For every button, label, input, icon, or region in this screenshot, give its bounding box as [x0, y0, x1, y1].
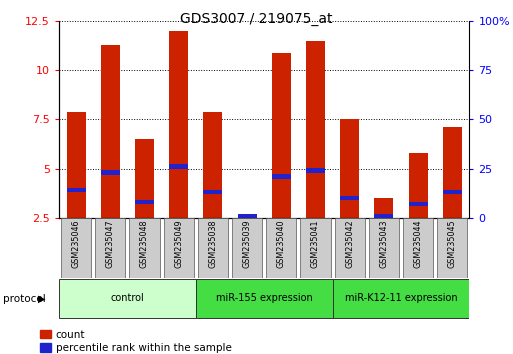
- Text: GSM235046: GSM235046: [72, 219, 81, 268]
- Text: ▶: ▶: [37, 294, 45, 304]
- Bar: [169, 165, 188, 169]
- Bar: [135, 139, 154, 218]
- Bar: [272, 174, 291, 179]
- Text: GSM235041: GSM235041: [311, 219, 320, 268]
- Bar: [196, 279, 332, 318]
- Text: protocol: protocol: [3, 294, 45, 304]
- Bar: [95, 218, 125, 278]
- Bar: [443, 190, 462, 194]
- Legend: count, percentile rank within the sample: count, percentile rank within the sample: [36, 326, 236, 354]
- Text: GSM235047: GSM235047: [106, 219, 115, 268]
- Bar: [306, 41, 325, 218]
- Bar: [67, 188, 86, 192]
- Bar: [169, 31, 188, 218]
- Bar: [340, 196, 359, 200]
- Bar: [61, 218, 91, 278]
- Bar: [334, 218, 365, 278]
- Text: GSM235044: GSM235044: [413, 219, 423, 268]
- Bar: [374, 213, 393, 218]
- Text: GSM235049: GSM235049: [174, 219, 183, 268]
- Bar: [437, 218, 467, 278]
- Bar: [272, 53, 291, 218]
- Text: GDS3007 / 219075_at: GDS3007 / 219075_at: [180, 12, 333, 27]
- Text: control: control: [110, 293, 144, 303]
- Bar: [204, 112, 222, 218]
- Text: GSM235038: GSM235038: [208, 219, 218, 268]
- Bar: [301, 218, 330, 278]
- Bar: [369, 218, 399, 278]
- Bar: [101, 45, 120, 218]
- Bar: [198, 218, 228, 278]
- Text: GSM235042: GSM235042: [345, 219, 354, 268]
- Bar: [266, 218, 297, 278]
- Bar: [135, 200, 154, 204]
- Text: GSM235045: GSM235045: [448, 219, 457, 268]
- Bar: [232, 218, 262, 278]
- Bar: [332, 279, 469, 318]
- Bar: [67, 112, 86, 218]
- Text: GSM235039: GSM235039: [243, 219, 251, 268]
- Bar: [129, 218, 160, 278]
- Bar: [340, 119, 359, 218]
- Bar: [204, 190, 222, 194]
- Bar: [101, 170, 120, 175]
- Text: miR-155 expression: miR-155 expression: [216, 293, 312, 303]
- Bar: [374, 198, 393, 218]
- Text: GSM235043: GSM235043: [380, 219, 388, 268]
- Bar: [164, 218, 194, 278]
- Bar: [238, 216, 256, 218]
- Bar: [59, 279, 196, 318]
- Bar: [238, 213, 256, 218]
- Text: GSM235040: GSM235040: [277, 219, 286, 268]
- Bar: [403, 218, 433, 278]
- Text: miR-K12-11 expression: miR-K12-11 expression: [345, 293, 457, 303]
- Bar: [443, 127, 462, 218]
- Text: GSM235048: GSM235048: [140, 219, 149, 268]
- Bar: [409, 202, 427, 206]
- Bar: [409, 153, 427, 218]
- Bar: [306, 169, 325, 173]
